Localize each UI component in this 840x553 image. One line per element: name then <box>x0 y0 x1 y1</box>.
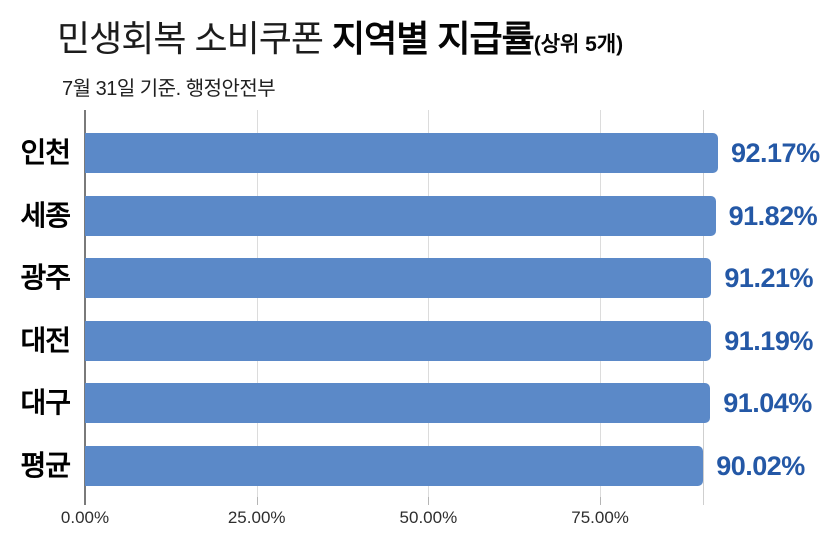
title-light-part: 민생회복 소비쿠폰 <box>57 18 332 59</box>
x-tick-25 <box>256 497 258 505</box>
x-tick-label-0: 0.00% <box>60 508 110 527</box>
bar-incheon <box>85 133 718 173</box>
value-label: 91.04% <box>723 388 812 418</box>
x-tick-50 <box>428 497 430 505</box>
category-label: 광주 <box>20 262 71 293</box>
title-suffix: (상위 5개) <box>533 33 624 56</box>
value-label: 91.21% <box>724 263 813 293</box>
gridline-50 <box>428 110 430 497</box>
bar-daegu <box>85 383 711 423</box>
x-tick-label-25: 25.00% <box>227 508 286 527</box>
bar-sejong <box>85 196 716 236</box>
x-tick-75 <box>600 497 602 505</box>
bar-row: 인천 92.17% <box>20 133 820 173</box>
bar-row: 광주 91.21% <box>20 258 813 298</box>
bar-row: 대전 91.19% <box>20 321 813 361</box>
average-reference-line <box>703 110 705 505</box>
category-label: 인천 <box>20 137 71 168</box>
y-axis-line <box>84 110 86 505</box>
title-bold-part: 지역별 지급률 <box>331 18 535 59</box>
category-label: 대전 <box>20 325 71 356</box>
bar-row: 대구 91.04% <box>20 383 812 423</box>
bar-average <box>85 446 704 486</box>
gridline-25 <box>256 110 258 497</box>
chart-subtitle: 7월 31일 기준. 행정안전부 <box>62 78 276 100</box>
gridline-75 <box>600 110 602 497</box>
bar-row: 평균 90.02% <box>20 446 805 486</box>
bar-gwangju <box>85 258 712 298</box>
page-title: 민생회복 소비쿠폰 지역별 지급률(상위 5개) <box>57 16 623 68</box>
category-label: 대구 <box>20 387 71 418</box>
value-label: 90.02% <box>716 451 805 481</box>
x-tick-label-75: 75.00% <box>571 508 629 527</box>
bar-daejeon <box>85 321 712 361</box>
bar-chart-plot-area: 인천 92.17% 세종 91.82% 광주 91.21% 대전 91.19% … <box>20 110 820 527</box>
x-tick-label-50: 50.00% <box>399 508 458 527</box>
category-label: 평균 <box>20 450 71 481</box>
category-label: 세종 <box>20 200 71 231</box>
value-label: 91.19% <box>724 326 813 356</box>
value-label: 91.82% <box>728 201 818 231</box>
value-label: 92.17% <box>731 138 820 168</box>
bar-row: 세종 91.82% <box>20 196 818 236</box>
